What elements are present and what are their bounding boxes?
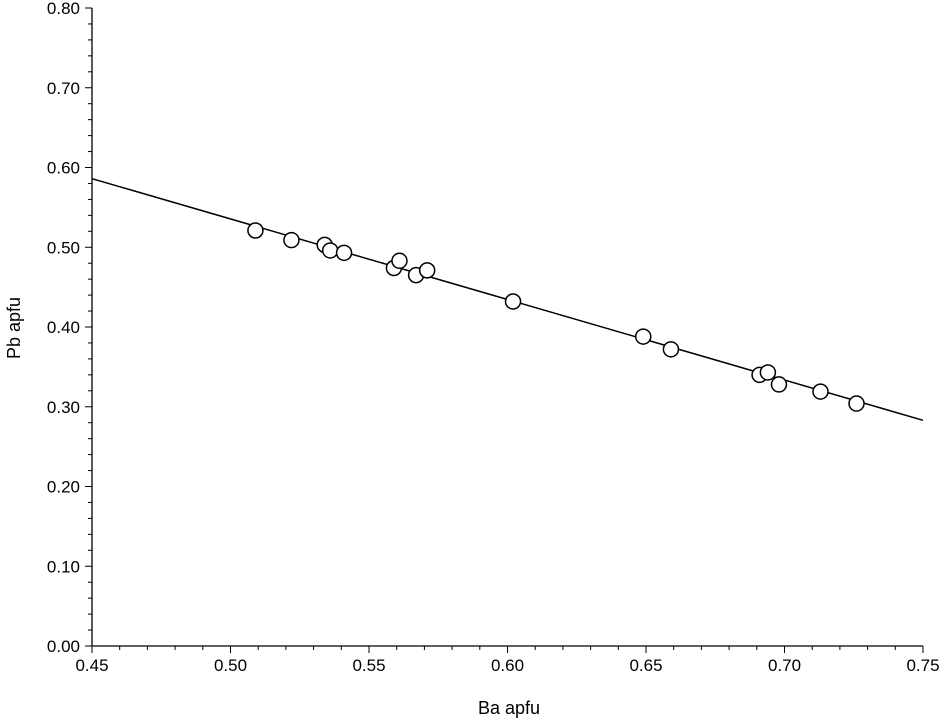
y-tick-label: 0.40 <box>47 318 80 337</box>
data-point <box>335 244 353 262</box>
data-points <box>247 222 865 412</box>
data-point <box>662 341 680 358</box>
data-point <box>770 376 788 393</box>
y-tick-label: 0.50 <box>47 238 80 257</box>
x-tick-label: 0.45 <box>75 656 108 675</box>
x-tick-label: 0.75 <box>906 656 939 675</box>
y-tick-label: 0.80 <box>47 0 80 18</box>
data-point <box>321 242 339 259</box>
data-point <box>759 364 777 381</box>
axes <box>91 8 923 647</box>
x-tick-label: 0.60 <box>491 656 524 675</box>
y-tick-label: 0.60 <box>47 159 80 178</box>
y-tick-label: 0.30 <box>47 398 80 417</box>
data-point <box>504 293 522 310</box>
x-tick-label: 0.70 <box>768 656 801 675</box>
data-point <box>283 231 300 249</box>
y-tick-label: 0.20 <box>47 478 80 497</box>
x-tick-label: 0.55 <box>352 656 385 675</box>
y-tick-label: 0.70 <box>47 79 80 98</box>
ticks: 0.45 0.50 0.55 0.60 0.65 0.70 0.75 0.00 0.10 0.20… <box>47 0 940 675</box>
y-tick-label: 0.10 <box>47 557 80 576</box>
x-axis-title: Ba apfu <box>478 698 540 718</box>
x-tick-label: 0.65 <box>629 656 662 675</box>
data-point <box>391 252 408 270</box>
data-point <box>247 222 264 239</box>
data-point <box>418 262 436 279</box>
data-point <box>634 328 652 345</box>
y-tick-label: 0.00 <box>47 637 80 656</box>
data-point <box>812 383 829 400</box>
y-axis-title: Pb apfu <box>4 297 24 359</box>
x-tick-label: 0.50 <box>214 656 247 675</box>
data-point <box>848 395 865 412</box>
